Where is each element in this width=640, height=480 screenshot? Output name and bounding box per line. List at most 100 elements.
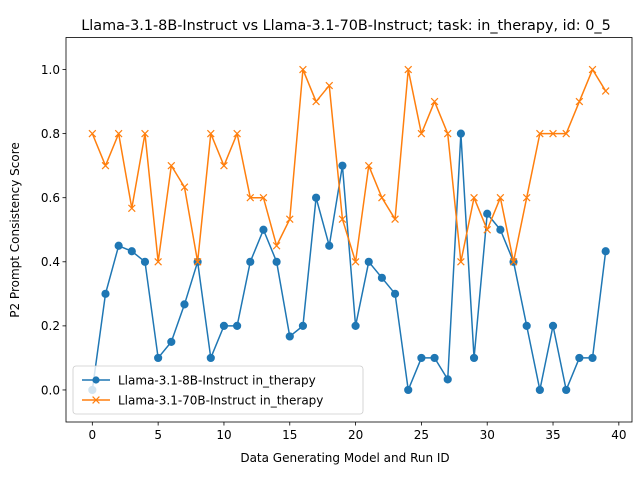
x-tick-label: 20 [348,428,363,442]
data-point [101,161,110,170]
x-tick-label: 35 [545,428,560,442]
data-point [430,97,439,106]
data-point [390,289,400,298]
data-point [311,193,321,202]
data-point [417,353,426,363]
data-point [272,257,281,266]
data-point [312,97,320,106]
legend-item: Llama-3.1-70B-Instruct in_therapy [82,393,323,407]
chart-title: Llama-3.1-8B-Instruct vs Llama-3.1-70B-I… [81,18,611,34]
legend-box [72,365,364,415]
data-point [535,385,544,395]
data-point [548,321,558,330]
data-point [259,193,268,202]
data-point [219,321,229,330]
data-point [456,129,465,138]
data-point [601,247,610,256]
data-point [167,337,176,346]
legend-marker [92,396,100,404]
data-point [522,321,531,330]
data-point [483,209,492,218]
data-point [338,161,347,170]
y-tick-label: 0.6 [41,191,60,205]
data-point [443,129,452,138]
data-point [430,353,439,363]
x-tick-label: 10 [216,428,231,442]
series-line [91,132,607,391]
data-point [536,129,544,138]
series-0 [88,129,610,395]
data-point [127,204,136,213]
data-point [233,129,241,138]
data-point [378,193,386,202]
data-point [272,241,281,250]
data-point [141,129,149,138]
data-point [246,257,255,266]
data-point [417,129,426,138]
legend-label: Llama-3.1-8B-Instruct in_therapy [118,373,316,387]
data-point [457,257,465,266]
data-point [338,215,347,224]
data-point [127,247,136,256]
x-tick-label: 15 [282,428,297,442]
y-axis: 0.0 0.2 0.4 0.6 0.8 1.0 [41,63,66,397]
y-tick-label: 0.4 [41,255,60,269]
legend: Llama-3.1-8B-Instruct in_therapy Llama-3.… [72,365,364,415]
x-tick-label: 0 [89,428,97,442]
data-point [285,332,294,341]
data-point [562,385,571,395]
data-point [575,97,584,106]
data-point [588,353,597,363]
data-point [522,193,531,202]
data-point [180,183,189,191]
data-point [601,87,610,95]
data-point [404,385,413,395]
data-point [351,321,360,330]
data-point [588,65,597,74]
data-point [299,65,307,74]
data-point [483,225,492,234]
x-axis-label: Data Generating Model and Run ID [240,451,449,465]
data-point [325,81,334,90]
y-tick-label: 0.0 [41,383,60,397]
data-point [496,225,505,234]
data-point [220,161,228,170]
legend-item: Llama-3.1-8B-Instruct in_therapy [82,373,316,387]
y-tick-label: 1.0 [41,63,60,77]
plot-area [88,65,610,395]
y-tick-label: 0.2 [41,319,60,333]
y-axis-label: P2 Prompt Consistency Score [8,142,22,318]
data-point [114,241,123,250]
series-line [91,68,607,263]
data-point [325,241,334,250]
data-point [285,215,294,224]
data-point [469,353,479,363]
data-point [298,321,308,330]
x-tick-label: 5 [154,428,162,442]
x-tick-label: 25 [414,428,429,442]
legend-label: Llama-3.1-70B-Instruct in_therapy [118,393,323,407]
data-point [114,129,123,138]
data-point [562,129,571,138]
data-point [88,129,97,138]
data-point [206,353,215,363]
data-point [404,65,413,74]
data-point [364,161,373,170]
data-point [496,193,505,202]
data-point [509,257,518,266]
y-tick-label: 0.8 [41,127,60,141]
data-point [549,129,557,138]
data-point [140,257,150,266]
data-point [351,257,360,266]
data-point [391,215,399,224]
data-point [443,375,452,384]
series-1 [88,65,610,266]
data-point [193,257,202,266]
x-tick-label: 30 [480,428,495,442]
data-point [167,161,176,170]
data-point [575,353,584,363]
plot-frame [65,37,633,423]
data-point [180,300,189,309]
x-tick-label: 40 [611,428,626,442]
